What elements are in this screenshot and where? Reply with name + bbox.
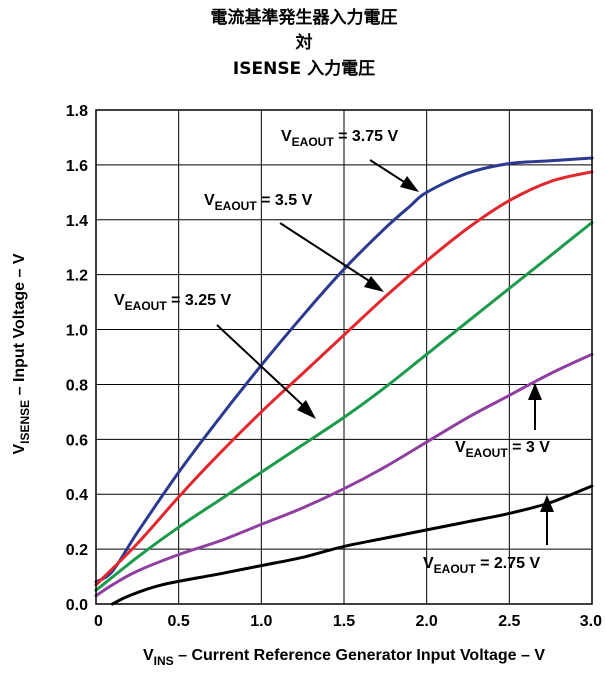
annotation-main: V <box>204 192 215 209</box>
annotation-sub: EAOUT <box>434 562 477 576</box>
y-axis-label-rest: – Input Voltage – V <box>11 253 28 400</box>
annotation-label-vea-275: VEAOUT = 2.75 V <box>423 555 540 576</box>
series-line-vea-35 <box>94 170 594 587</box>
x-tick-label-5: 2.5 <box>498 613 520 630</box>
x-tick-label-2: 1.0 <box>250 613 272 630</box>
annotation-rest: = 3.5 V <box>257 192 313 209</box>
x-tick-label-6: 3.0 <box>580 613 602 630</box>
y-tick-label-8: 1.6 <box>66 158 88 175</box>
annotation-label-vea-3: VEAOUT = 3 V <box>455 439 550 460</box>
x-axis-label-sub: INS <box>154 654 174 668</box>
y-axis-label-main: V <box>11 444 28 455</box>
annotation-label-vea-375: VEAOUT = 3.75 V <box>281 128 398 149</box>
annotation-vea-275: VEAOUT = 2.75 V <box>423 495 554 576</box>
annotation-rest: = 3.25 V <box>167 292 232 309</box>
arrow-line <box>279 222 378 287</box>
y-tick-label-9: 1.8 <box>66 103 88 120</box>
arrow-head <box>400 176 419 192</box>
plot-frame <box>95 109 593 605</box>
arrow-head <box>528 383 542 400</box>
x-tick-label-0: 0 <box>94 613 103 630</box>
series-line-vea-3 <box>94 352 594 598</box>
y-tick-label-1: 0.2 <box>66 542 88 559</box>
annotation-main: V <box>455 439 466 456</box>
x-tick-label-3: 1.5 <box>333 613 355 630</box>
y-tick-label-6: 1.2 <box>66 268 88 285</box>
annotation-main: V <box>114 292 125 309</box>
annotation-sub: EAOUT <box>292 135 335 149</box>
annotation-rest: = 3 V <box>508 439 551 456</box>
annotation-sub: EAOUT <box>125 299 168 313</box>
y-tick-labels: 0.0 0.2 0.4 0.6 0.8 1.0 1.2 1.4 1.6 1.8 <box>66 103 88 614</box>
annotation-label-vea-325: VEAOUT = 3.25 V <box>114 292 231 313</box>
grid <box>95 109 593 605</box>
x-tick-labels: 0 0.5 1.0 1.5 2.0 2.5 3.0 <box>94 613 602 630</box>
annotation-vea-325: VEAOUT = 3.25 V <box>114 292 316 419</box>
y-tick-label-4: 0.8 <box>66 377 88 394</box>
y-tick-label-0: 0.0 <box>66 597 88 614</box>
annotation-rest: = 3.75 V <box>334 128 399 145</box>
annotation-rest: = 2.75 V <box>476 555 541 572</box>
y-axis-label-sub: ISENSE <box>18 400 32 444</box>
y-tick-label-7: 1.4 <box>66 213 88 230</box>
y-tick-label-5: 1.0 <box>66 323 88 340</box>
series-line-vea-275 <box>111 484 594 606</box>
annotation-vea-3: VEAOUT = 3 V <box>455 383 550 460</box>
arrow-head <box>364 276 384 292</box>
y-axis-label: VISENSE – Input Voltage – V <box>11 253 32 454</box>
annotation-vea-375: VEAOUT = 3.75 V <box>281 128 419 192</box>
y-tick-label-2: 0.4 <box>66 487 88 504</box>
annotation-main: V <box>423 555 434 572</box>
arrow-line <box>216 324 311 413</box>
x-axis-label-rest: – Current Reference Generator Input Volt… <box>174 647 546 664</box>
x-axis-label: VINS – Current Reference Generator Input… <box>143 647 545 668</box>
series-line-vea-375 <box>94 156 594 584</box>
series-lines <box>94 156 594 606</box>
x-tick-label-4: 2.0 <box>416 613 438 630</box>
annotation-sub: EAOUT <box>215 199 258 213</box>
chart-title: 電流基準発生器入力電圧 対 ISENSE 入力電圧 <box>211 7 398 79</box>
annotation-sub: EAOUT <box>466 446 509 460</box>
arrow-head <box>297 400 316 419</box>
x-tick-label-1: 0.5 <box>168 613 190 630</box>
series-line-vea-325 <box>94 221 594 592</box>
annotation-label-vea-35: VEAOUT = 3.5 V <box>204 192 313 213</box>
arrow-head <box>540 495 554 512</box>
title-line-3: ISENSE 入力電圧 <box>233 58 375 79</box>
title-line-2: 対 <box>295 32 313 53</box>
x-axis-label-main: V <box>143 647 154 664</box>
annotation-vea-35: VEAOUT = 3.5 V <box>204 192 384 292</box>
title-line-1: 電流基準発生器入力電圧 <box>211 7 398 28</box>
series-annotations: VEAOUT = 3.75 V VEAOUT = 3.5 V VEAOUT = … <box>114 128 554 576</box>
y-tick-label-3: 0.6 <box>66 432 88 449</box>
annotation-main: V <box>281 128 292 145</box>
